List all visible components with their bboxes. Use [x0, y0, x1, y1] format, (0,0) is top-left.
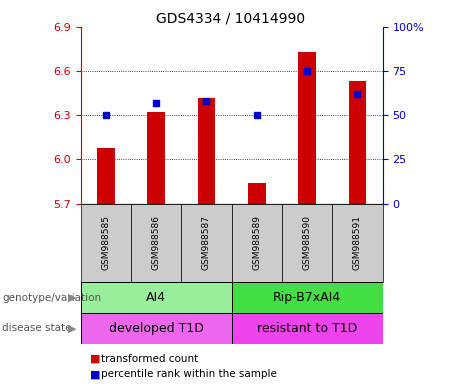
Bar	[248, 183, 266, 204]
Bar	[131, 204, 181, 282]
Bar	[231, 282, 383, 313]
Text: ▶: ▶	[68, 323, 76, 333]
Bar	[231, 313, 383, 344]
Text: disease state: disease state	[2, 323, 72, 333]
Bar	[181, 204, 231, 282]
Text: genotype/variation: genotype/variation	[2, 293, 101, 303]
Bar	[349, 81, 366, 204]
Text: transformed count: transformed count	[101, 354, 199, 364]
Text: ■: ■	[90, 354, 100, 364]
Bar	[97, 147, 115, 204]
Bar	[81, 204, 131, 282]
Bar	[282, 204, 332, 282]
Text: GSM988585: GSM988585	[101, 215, 110, 270]
Bar	[231, 204, 282, 282]
Text: GSM988589: GSM988589	[252, 215, 261, 270]
Text: GSM988586: GSM988586	[152, 215, 161, 270]
Text: resistant to T1D: resistant to T1D	[257, 322, 357, 335]
Bar	[81, 313, 231, 344]
Bar	[332, 204, 383, 282]
Bar	[198, 98, 215, 204]
Text: GSM988590: GSM988590	[302, 215, 312, 270]
Text: Rip-B7xAI4: Rip-B7xAI4	[273, 291, 341, 304]
Text: GSM988591: GSM988591	[353, 215, 362, 270]
Bar	[81, 282, 231, 313]
Text: AI4: AI4	[146, 291, 166, 304]
Text: ■: ■	[90, 369, 100, 379]
Bar	[148, 112, 165, 204]
Text: GSM988587: GSM988587	[202, 215, 211, 270]
Text: percentile rank within the sample: percentile rank within the sample	[101, 369, 278, 379]
Text: developed T1D: developed T1D	[109, 322, 204, 335]
Text: ▶: ▶	[68, 293, 76, 303]
Text: GDS4334 / 10414990: GDS4334 / 10414990	[156, 12, 305, 25]
Bar	[298, 52, 316, 204]
